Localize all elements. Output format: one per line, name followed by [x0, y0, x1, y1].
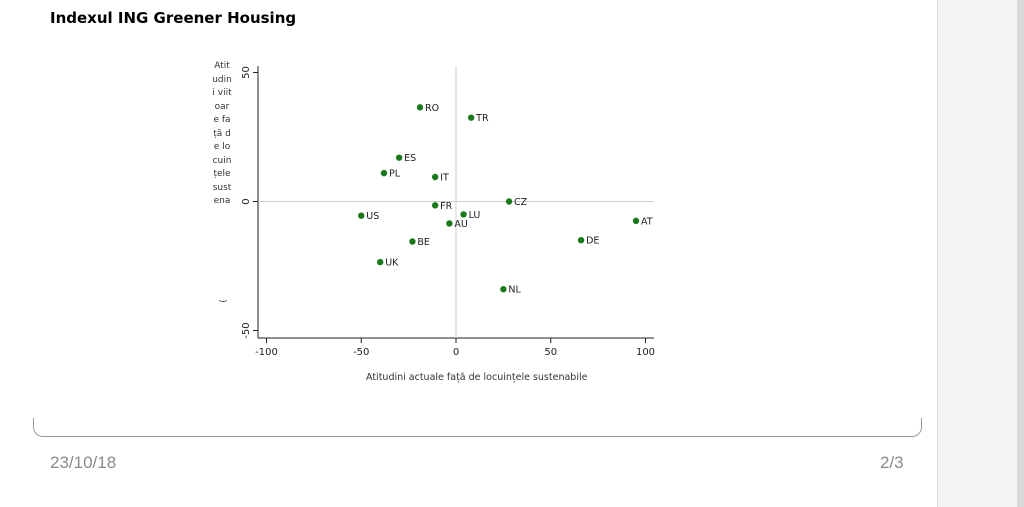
point-label-tr: TR	[475, 113, 489, 124]
point-label-lu: LU	[469, 210, 481, 221]
y-axis-label-tail: (	[218, 299, 229, 303]
x-tick-label: 50	[544, 347, 557, 358]
point-label-es: ES	[404, 153, 416, 164]
x-tick-label: -100	[255, 347, 278, 358]
point-label-be: BE	[417, 237, 430, 248]
data-point-lu	[460, 211, 467, 218]
vertical-scrollbar[interactable]	[1017, 0, 1024, 507]
point-label-uk: UK	[385, 258, 399, 269]
data-point-es	[395, 154, 403, 161]
x-tick-label: 100	[636, 347, 655, 358]
y-axis-label: Atitudini viitoare față de locuințele su…	[212, 61, 232, 206]
y-tick-label: -50	[241, 322, 252, 338]
page-title: Indexul ING Greener Housing	[50, 9, 297, 27]
data-point-at	[632, 217, 640, 225]
data-point-ro	[416, 104, 424, 111]
side-panel	[937, 0, 1024, 507]
data-point-au	[446, 220, 453, 227]
data-point-us	[358, 212, 365, 219]
reference-lines	[258, 66, 654, 338]
point-label-us: US	[366, 211, 379, 222]
point-label-nl: NL	[508, 285, 521, 296]
point-label-cz: CZ	[514, 197, 528, 208]
data-point-tr	[467, 114, 475, 121]
x-axis-label: Atitudini actuale față de locuințele sus…	[366, 372, 588, 383]
data-point-nl	[500, 286, 507, 293]
point-label-at: AT	[641, 216, 653, 227]
point-label-fr: FR	[440, 201, 452, 212]
data-point-cz	[505, 198, 513, 205]
data-point-fr	[431, 202, 439, 209]
footer-date: 23/10/18	[50, 453, 117, 472]
point-label-au: AU	[454, 219, 467, 230]
y-tick-label: 50	[241, 66, 252, 79]
data-point-de	[577, 237, 585, 244]
data-point-be	[409, 238, 416, 245]
point-label-ro: RO	[425, 103, 439, 114]
data-point-uk	[377, 258, 384, 266]
data-point-it	[431, 173, 439, 181]
x-tick-label: 0	[453, 347, 459, 358]
y-tick-label: 0	[241, 198, 252, 204]
point-label-de: DE	[586, 236, 599, 247]
point-label-it: IT	[440, 172, 449, 183]
x-tick-label: -50	[353, 347, 369, 358]
point-label-pl: PL	[389, 169, 401, 180]
slide-footer-bracket	[33, 418, 922, 437]
data-point-pl	[380, 169, 388, 177]
page-number: 2/3	[880, 453, 904, 472]
